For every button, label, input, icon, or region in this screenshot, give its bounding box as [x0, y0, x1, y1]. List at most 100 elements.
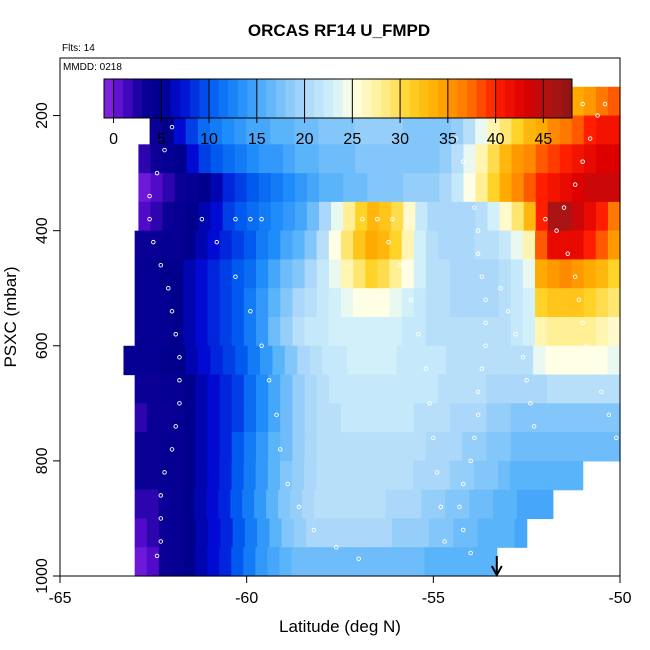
heatmap-cell — [408, 345, 422, 376]
heatmap-cell — [219, 374, 233, 404]
colorbar-segment — [466, 79, 477, 118]
heatmap-cell — [280, 374, 293, 404]
heatmap-cell — [439, 173, 453, 203]
heatmap-cell — [546, 460, 560, 491]
colorbar-tick-label: 25 — [343, 131, 361, 148]
heatmap-cell — [378, 115, 392, 145]
heatmap-cell — [413, 460, 426, 491]
track-point — [266, 378, 272, 383]
heatmap-cell — [535, 432, 548, 462]
heatmap-cell — [595, 230, 609, 261]
colorbar-segment — [132, 79, 143, 118]
heatmap-cell — [413, 230, 427, 261]
heatmap-cell — [450, 259, 463, 289]
heatmap-cell — [195, 230, 209, 261]
heatmap-cell — [247, 345, 261, 376]
heatmap-cell — [450, 317, 463, 347]
heatmap-cell — [571, 173, 585, 203]
heatmap-cell — [396, 345, 410, 376]
heatmap-cell — [182, 489, 195, 520]
y-axis: 200 400 600 800 1000 — [34, 102, 60, 594]
colorbar-segment — [438, 79, 449, 118]
plot-frame — [59, 57, 621, 577]
heatmap-cell — [268, 403, 281, 433]
heatmap-cell — [146, 317, 160, 347]
colorbar-segment — [352, 79, 363, 118]
flight-track — [147, 101, 619, 561]
track-point — [404, 216, 410, 222]
heatmap-cell — [547, 374, 560, 404]
heatmap-cell — [289, 489, 303, 520]
heatmap-cell — [353, 374, 366, 404]
heatmap-cell — [243, 547, 256, 577]
heatmap-cell — [457, 489, 470, 520]
chart-title: ORCAS RF14 U_FMPD — [248, 21, 430, 40]
heatmap-cell — [279, 460, 293, 491]
heatmap-cell — [451, 144, 465, 174]
heatmap-cell — [318, 518, 332, 548]
colorbar-tick-label: 40 — [487, 131, 505, 148]
heatmap-cell — [234, 144, 248, 174]
heatmap-cell — [557, 345, 571, 376]
track-point — [479, 274, 485, 279]
heatmap-cell — [306, 518, 320, 548]
heatmap-cell — [421, 489, 434, 520]
heatmap-cell — [185, 115, 199, 145]
heatmap-cell — [379, 173, 392, 203]
colorbar-segment — [256, 79, 267, 118]
heatmap-cell — [522, 460, 535, 491]
heatmap-cell — [510, 460, 523, 491]
heatmap-cell — [558, 460, 572, 491]
heatmap-cell — [220, 518, 234, 548]
heatmap-cell — [402, 115, 416, 145]
heatmap-cell — [367, 173, 380, 203]
heatmap-cell — [146, 288, 160, 318]
heatmap-cell — [258, 201, 272, 232]
heatmap-cell — [198, 201, 212, 232]
heatmap-cell — [487, 144, 501, 174]
heatmap-cell — [499, 115, 513, 145]
track-point — [595, 113, 600, 118]
heatmap-cell — [269, 518, 283, 548]
heatmap-cell — [138, 201, 152, 232]
heatmap-cell — [270, 201, 284, 232]
track-point — [431, 435, 436, 441]
heatmap-cell — [183, 518, 197, 548]
heatmap-cell — [485, 460, 499, 491]
track-point — [166, 285, 171, 291]
heatmap-cell — [388, 460, 402, 491]
heatmap-cell — [355, 201, 368, 232]
heatmap-cell — [450, 403, 463, 433]
heatmap-cell — [450, 230, 463, 261]
heatmap-cell — [242, 489, 255, 520]
heatmap-cell — [319, 173, 332, 203]
track-point — [561, 205, 567, 210]
track-point — [505, 308, 511, 314]
track-point — [434, 470, 440, 475]
heatmap-cell — [243, 403, 257, 433]
heatmap-cell — [595, 288, 609, 318]
track-point — [606, 412, 612, 418]
track-point — [177, 401, 182, 406]
heatmap-cell — [458, 345, 472, 376]
heatmap-cell — [483, 345, 497, 376]
heatmap-cell — [186, 173, 200, 203]
heatmap-cell — [313, 489, 327, 520]
track-point — [169, 308, 175, 314]
heatmap-cell — [158, 230, 172, 261]
track-point — [296, 504, 302, 510]
heatmap-cell — [559, 115, 573, 145]
heatmap-cell — [292, 259, 306, 289]
heatmap-cell — [234, 201, 248, 232]
heatmap-cell — [487, 115, 500, 145]
x-axis-label: Latitude (deg N) — [279, 617, 401, 636]
heatmap-cell — [292, 432, 306, 462]
heatmap-cell — [292, 403, 306, 433]
heatmap-cell — [171, 374, 184, 404]
track-point — [584, 343, 589, 349]
colorbar-segment — [361, 79, 372, 118]
heatmap-cell — [571, 230, 585, 261]
track-point — [475, 251, 481, 256]
heatmap-cell — [244, 518, 258, 548]
heatmap-cell — [328, 432, 342, 462]
